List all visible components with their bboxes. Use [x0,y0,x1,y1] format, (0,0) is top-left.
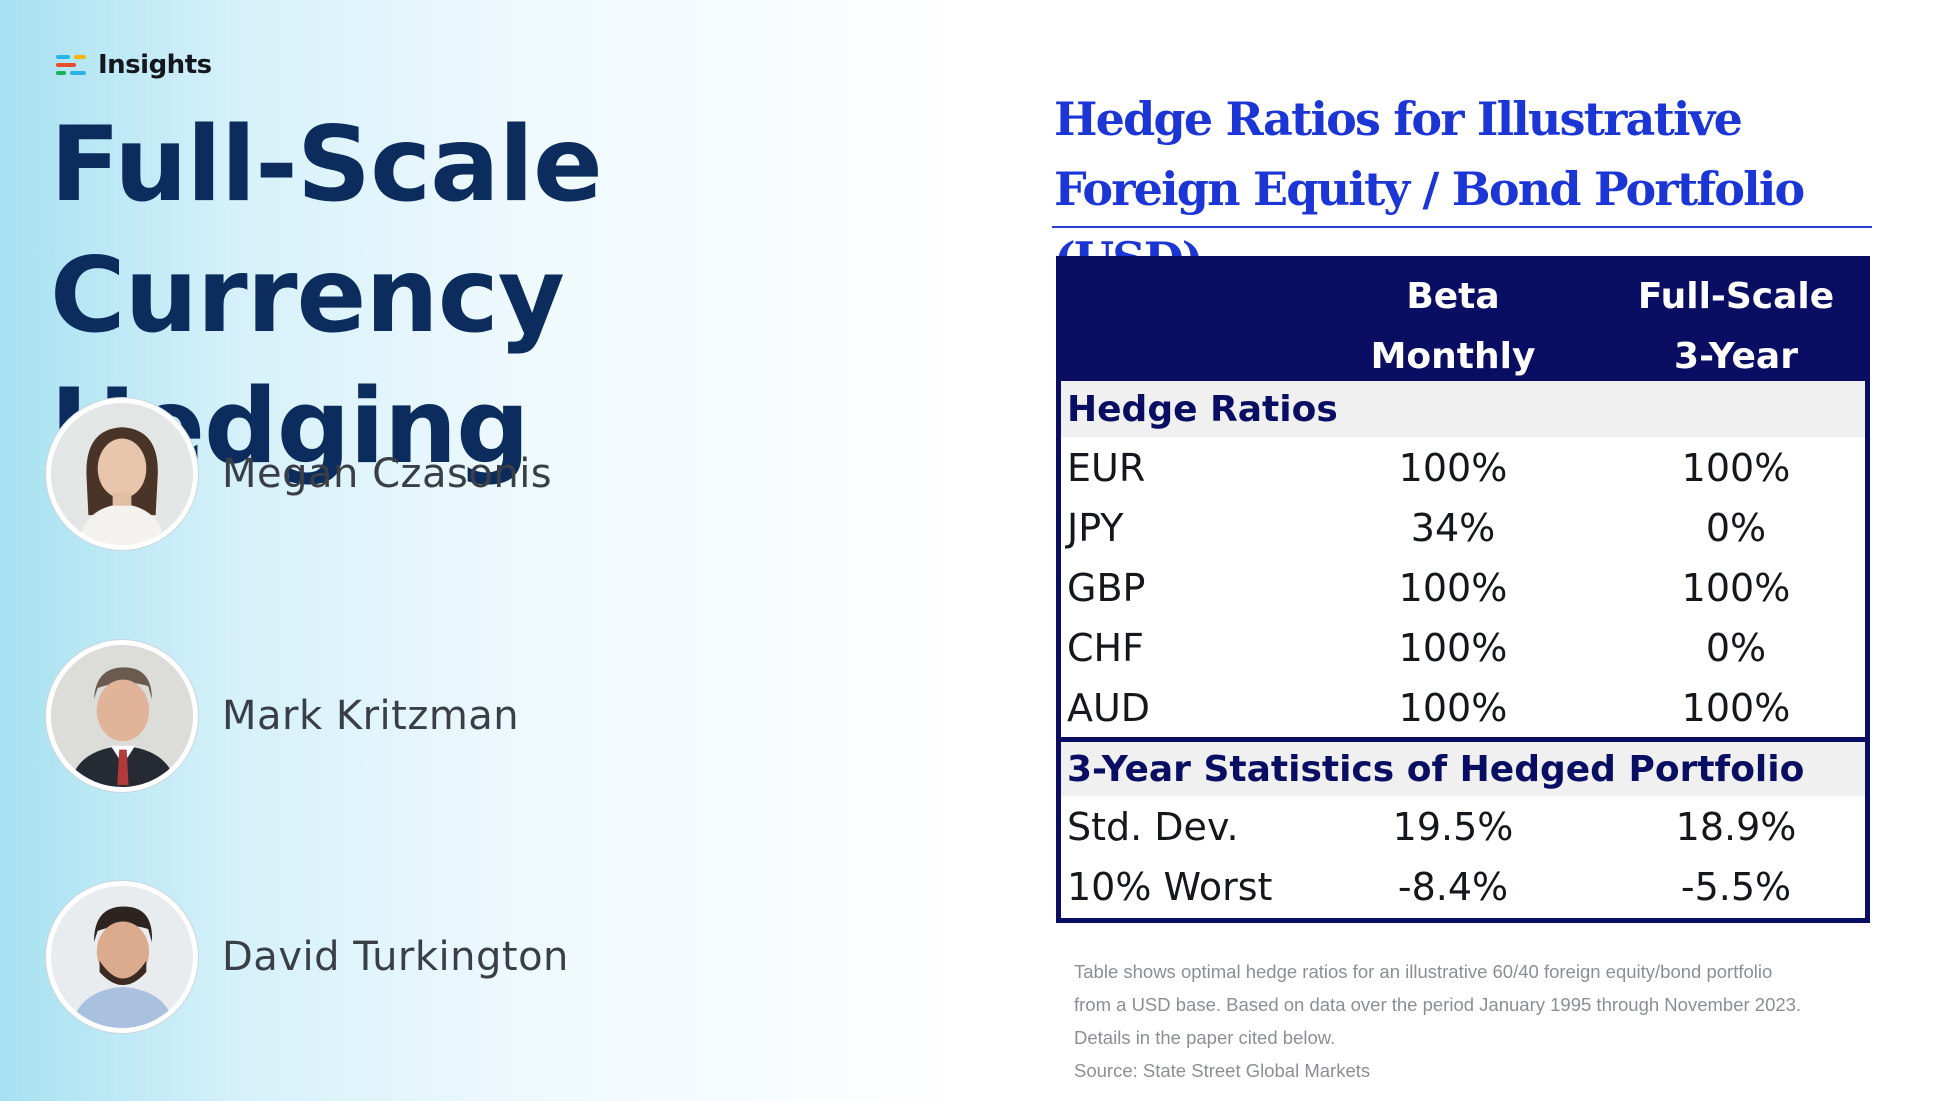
brand-logo: Insights [56,50,212,80]
row-label: Std. Dev. [1067,805,1239,849]
avatar [46,640,198,792]
avatar [46,881,198,1033]
author-card: David Turkington [46,881,569,1033]
footnote-line: from a USD base. Based on data over the … [1074,994,1802,1015]
table-row: GBP 100% 100% [1061,557,1865,617]
full-scale-value: 100% [1681,566,1791,610]
person-photo-icon [51,403,193,545]
person-photo-icon [51,645,193,787]
full-scale-value: 100% [1681,686,1791,730]
table-header: Beta Monthly Full-Scale 3-Year [1061,261,1865,381]
full-scale-value: -5.5% [1680,865,1792,909]
beta-value: 100% [1398,686,1508,730]
author-card: Megan Czasonis [46,398,552,550]
divider [1052,226,1872,228]
author-name: Megan Czasonis [222,451,553,497]
beta-value: 100% [1398,566,1508,610]
beta-value: 100% [1398,626,1508,670]
table-row: EUR 100% 100% [1061,437,1865,497]
full-scale-value: 18.9% [1675,805,1797,849]
full-scale-value: 0% [1705,626,1767,670]
row-label: 10% Worst [1067,865,1273,909]
page-title-line1: Full-Scale [50,105,603,225]
hedge-ratio-table: Beta Monthly Full-Scale 3-Year Hedge Rat… [1056,256,1870,923]
row-label: JPY [1067,506,1124,550]
footnote-line: Table shows optimal hedge ratios for an … [1074,961,1773,982]
table-row: Std. Dev. 19.5% 18.9% [1061,796,1865,856]
row-label: AUD [1067,686,1151,730]
footnotes: Table shows optimal hedge ratios for an … [1074,955,1894,1087]
insights-logo-icon [56,54,88,76]
column-header-beta: Beta Monthly [1333,267,1573,387]
section-header-hedge-ratios: Hedge Ratios [1061,381,1865,437]
source-note: Source: State Street Global Markets [1074,1060,1371,1081]
page-title: Full-Scale Currency Hedging [50,100,950,493]
beta-value: 34% [1410,506,1496,550]
beta-value: 100% [1398,446,1508,490]
author-name: David Turkington [222,934,569,980]
column-header-line: Monthly [1370,336,1536,377]
avatar [46,398,198,550]
author-name: Mark Kritzman [222,693,520,739]
author-card: Mark Kritzman [46,640,519,792]
brand-name: Insights [98,50,212,80]
table-row: 10% Worst -8.4% -5.5% [1061,856,1865,916]
full-scale-value: 100% [1681,446,1791,490]
table-row: JPY 34% 0% [1061,497,1865,557]
full-scale-value: 0% [1705,506,1767,550]
table-row: CHF 100% 0% [1061,617,1865,677]
beta-value: 19.5% [1392,805,1514,849]
row-label: EUR [1067,446,1146,490]
row-label: CHF [1067,626,1144,670]
row-label: GBP [1067,566,1146,610]
table-row: AUD 100% 100% [1061,677,1865,737]
section-header-statistics: 3-Year Statistics of Hedged Portfolio [1061,737,1865,796]
column-header-full-scale: Full-Scale 3-Year [1616,267,1856,387]
beta-value: -8.4% [1397,865,1509,909]
column-header-line: Beta [1406,276,1500,317]
column-header-line: Full-Scale [1637,276,1835,317]
table-title-line1: Hedge Ratios for Illustrative [1054,92,1743,146]
footnote-line: Details in the paper cited below. [1074,1027,1336,1048]
person-photo-icon [51,886,193,1028]
column-header-line: 3-Year [1674,336,1798,377]
